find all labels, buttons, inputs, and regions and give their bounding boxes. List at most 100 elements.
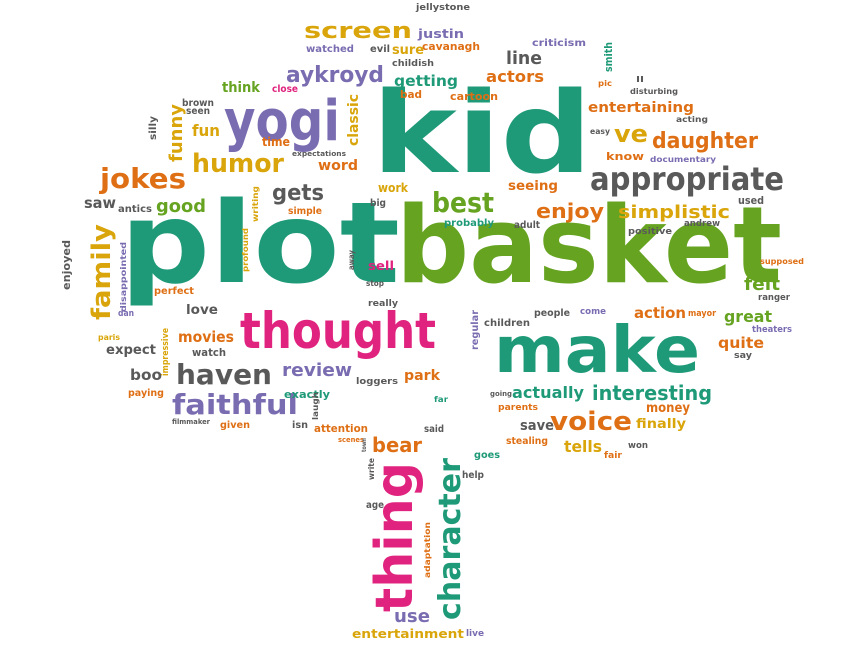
word-antics: antics bbox=[118, 204, 152, 215]
word-dan: dan bbox=[118, 309, 134, 319]
word-fair: fair bbox=[604, 451, 623, 461]
word-mayor: mayor bbox=[688, 309, 716, 319]
word-simple: simple bbox=[288, 206, 322, 217]
word-yogi: yogi bbox=[224, 89, 340, 154]
word-good: good bbox=[156, 196, 206, 217]
word-scenes: scenes bbox=[338, 436, 364, 444]
word-close: close bbox=[272, 84, 298, 95]
word-finally: finally bbox=[636, 417, 687, 432]
word-impressive: impressive bbox=[161, 328, 171, 376]
word-goes: goes bbox=[474, 450, 500, 461]
word-really: really bbox=[368, 299, 398, 309]
word-used: used bbox=[738, 194, 764, 207]
word-screen: screen bbox=[304, 19, 412, 44]
word-save: save bbox=[520, 418, 554, 434]
word-adaptation: adaptation bbox=[423, 522, 432, 578]
word-jokes: jokes bbox=[99, 162, 186, 195]
word-simplistic: simplistic bbox=[618, 202, 730, 223]
word-parents: parents bbox=[498, 403, 538, 413]
word-disappointed: disappointed bbox=[119, 242, 128, 312]
word-plot: plot bbox=[120, 179, 400, 309]
word-pic: pic bbox=[598, 79, 612, 88]
word-classic: classic bbox=[346, 94, 362, 146]
word-movies: movies bbox=[178, 328, 234, 346]
word-faithful: faithful bbox=[172, 388, 298, 421]
word-ranger: ranger bbox=[758, 293, 791, 303]
word-exactly: exactly bbox=[284, 388, 330, 401]
word-appropriate: appropriate bbox=[590, 160, 784, 198]
word-documentary: documentary bbox=[650, 155, 717, 164]
word-thought: thought bbox=[240, 302, 436, 360]
word-actually: actually bbox=[512, 383, 585, 402]
word-humor: humor bbox=[192, 149, 284, 179]
word-theaters: theaters bbox=[752, 325, 792, 335]
word-justin: justin bbox=[417, 27, 464, 41]
word-filmmaker: filmmaker bbox=[172, 418, 211, 426]
word-paying: paying bbox=[128, 388, 164, 399]
word-supposed: supposed bbox=[760, 257, 804, 266]
word-make: make bbox=[494, 314, 700, 388]
word-saw: saw bbox=[84, 194, 116, 212]
word-interesting: interesting bbox=[592, 381, 712, 405]
word-line: line bbox=[506, 48, 542, 69]
word-know: know bbox=[606, 150, 644, 163]
word-work: work bbox=[378, 181, 409, 195]
word-cartoon: cartoon bbox=[450, 90, 498, 103]
word-writing: writing bbox=[251, 186, 260, 222]
word-live: live bbox=[466, 629, 484, 639]
word-word: word bbox=[318, 158, 358, 174]
word-regular: regular bbox=[470, 310, 481, 350]
word-enjoy: enjoy bbox=[536, 199, 604, 223]
word-getting: getting bbox=[394, 72, 458, 90]
word-bear: bear bbox=[372, 433, 422, 457]
word-big: big bbox=[370, 198, 386, 209]
word-brown: brown bbox=[182, 98, 214, 109]
word-seeing: seeing bbox=[508, 179, 558, 194]
word-far: far bbox=[434, 395, 448, 404]
word-jellystone: jellystone bbox=[415, 3, 470, 13]
word-great: great bbox=[724, 307, 772, 326]
word-come: come bbox=[580, 307, 606, 317]
word-write: write bbox=[367, 457, 376, 480]
word-cavanagh: cavanagh bbox=[422, 40, 480, 53]
word-best: best bbox=[432, 186, 494, 219]
word-money: money bbox=[646, 401, 690, 416]
word-easy: easy bbox=[590, 127, 611, 136]
word-park: park bbox=[404, 368, 441, 384]
word-sell: sell bbox=[368, 259, 394, 273]
word-attention: attention bbox=[314, 422, 368, 435]
word-haven: haven bbox=[176, 358, 272, 391]
word-people: people bbox=[534, 308, 570, 319]
word-children: children bbox=[484, 318, 530, 329]
word-expect: expect bbox=[106, 343, 156, 358]
word-basket: basket bbox=[396, 184, 782, 307]
word-smith: smith bbox=[602, 42, 615, 72]
word-ve: ve bbox=[614, 120, 648, 148]
word-think: think bbox=[222, 80, 261, 96]
word-expectations: expectations bbox=[292, 150, 346, 158]
word-silly: silly bbox=[148, 116, 159, 140]
word-laugh: laugh bbox=[311, 392, 320, 420]
word-boo: boo bbox=[130, 366, 162, 384]
word-acting: acting bbox=[676, 115, 708, 124]
word-quite: quite bbox=[718, 334, 764, 352]
word-kid: kid bbox=[372, 69, 592, 199]
word-won: won bbox=[628, 441, 648, 451]
word-character: character bbox=[433, 458, 468, 620]
word-voice: voice bbox=[550, 407, 632, 437]
word-childish: childish bbox=[392, 59, 434, 69]
word-perfect: perfect bbox=[154, 286, 194, 297]
word-said: said bbox=[424, 424, 444, 435]
word-watched: watched bbox=[306, 44, 354, 55]
word-use: use bbox=[394, 606, 430, 627]
word-profound: profound bbox=[241, 228, 250, 272]
word-watch: watch bbox=[192, 346, 226, 359]
word-paris: paris bbox=[98, 333, 120, 342]
word-disturbing: disturbing bbox=[630, 87, 678, 96]
word-seen: seen bbox=[186, 106, 210, 117]
word-gets: gets bbox=[272, 181, 324, 206]
word-help: help bbox=[462, 470, 484, 481]
word-love: love bbox=[186, 303, 218, 318]
word-criticism: criticism bbox=[532, 38, 586, 49]
word-thing: thing bbox=[365, 462, 425, 612]
